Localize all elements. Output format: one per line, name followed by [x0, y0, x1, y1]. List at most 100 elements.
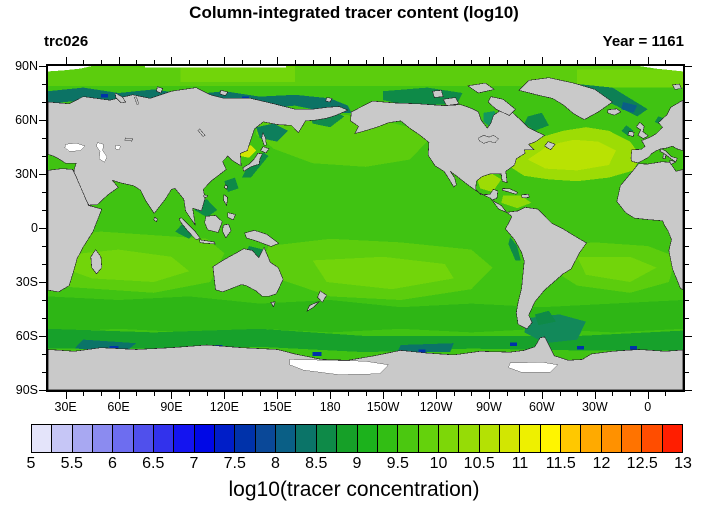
axis-tick — [685, 174, 692, 175]
colorbar-tick-label: 8 — [271, 455, 280, 472]
colorbar-box — [72, 425, 94, 452]
axis-tick — [685, 138, 689, 139]
axis-tick — [312, 392, 314, 396]
axis-tick — [506, 60, 508, 64]
land-cuba — [501, 188, 518, 195]
arctic-white-strip — [145, 66, 287, 68]
axis-tick — [65, 57, 67, 64]
land-hispaniola — [521, 194, 530, 199]
x-tick-label: 30W — [581, 400, 608, 414]
land-south-america — [505, 206, 587, 330]
land-nz-south — [306, 301, 320, 312]
colorbar-box — [520, 425, 541, 452]
colorbar-box — [398, 425, 419, 452]
colorbar-tick-label: 9.5 — [386, 455, 409, 472]
ross-ice-shelf — [289, 359, 389, 375]
axis-tick — [685, 336, 692, 337]
colorbar-box — [357, 425, 378, 452]
colorbar-box — [93, 425, 114, 452]
axis-tick — [506, 392, 508, 396]
axis-tick — [685, 372, 689, 373]
colorbar-box — [255, 425, 277, 452]
colorbar-box — [601, 425, 622, 452]
axis-tick — [383, 57, 385, 64]
axis-tick — [100, 392, 102, 396]
world-map-svg — [48, 66, 683, 390]
axis-tick — [312, 60, 314, 64]
land-north-america — [350, 100, 545, 213]
colorbar-tick-label: 6 — [108, 455, 117, 472]
axis-tick — [577, 60, 579, 64]
axis-tick — [259, 392, 261, 396]
axis-tick — [330, 57, 332, 64]
colorbar-box — [133, 425, 155, 452]
x-tick-label: 120E — [209, 400, 239, 414]
land-madagascar — [90, 249, 103, 275]
axis-tick — [42, 318, 46, 319]
great-lakes — [478, 134, 500, 144]
axis-tick — [524, 60, 526, 64]
colorbar-tick-label: 11 — [511, 455, 529, 472]
land-sulawesi — [222, 223, 232, 239]
axis-tick — [242, 60, 244, 64]
land-newfoundland — [544, 141, 556, 151]
arctic-white-west — [48, 66, 93, 72]
axis-tick — [647, 392, 649, 399]
colorbar-box — [215, 425, 236, 452]
colorbar-box — [560, 425, 582, 452]
x-tick-label: 90E — [160, 400, 183, 414]
axis-tick — [436, 392, 438, 399]
land-sardinia — [662, 153, 667, 160]
land-eurasia — [48, 87, 349, 226]
axis-tick — [685, 300, 689, 301]
land-svalbard — [672, 83, 682, 90]
colorbar-box — [316, 425, 338, 452]
axis-tick — [577, 392, 579, 396]
axis-tick — [685, 66, 692, 67]
axis-tick — [453, 392, 455, 396]
colorbar-box — [276, 425, 297, 452]
land-europe — [630, 99, 683, 164]
axis-tick — [559, 60, 561, 64]
axis-tick — [471, 60, 473, 64]
axis-tick — [365, 392, 367, 396]
axis-tick — [436, 57, 438, 64]
colorbar-box — [499, 425, 521, 452]
axis-tick — [330, 392, 332, 399]
lake-baikal — [197, 128, 206, 138]
axis-tick — [418, 60, 420, 64]
colorbar-title: log10(tracer concentration) — [228, 478, 480, 501]
axis-tick — [685, 354, 689, 355]
arctic-white-east — [638, 66, 683, 72]
x-tick-label: 0 — [644, 400, 652, 414]
axis-tick — [42, 192, 46, 193]
land-borneo — [204, 215, 223, 233]
colorbar-tick-label: 5 — [26, 455, 36, 472]
colorbar-tick-label: 12.5 — [626, 455, 658, 472]
axis-tick — [685, 156, 689, 157]
colorbar-box — [113, 425, 134, 452]
axis-tick — [259, 60, 261, 64]
axis-tick — [118, 57, 120, 64]
axis-tick — [42, 300, 46, 301]
y-tick-label: 60S — [15, 329, 38, 343]
axis-tick — [206, 392, 208, 396]
caspian-sea — [96, 142, 108, 163]
colorbar-box — [642, 425, 663, 452]
land-ellesmere — [467, 82, 495, 94]
axis-tick — [224, 57, 226, 64]
y-tick-label: 60N — [15, 113, 38, 127]
axis-tick — [685, 84, 689, 85]
axis-tick — [488, 392, 490, 399]
land-java — [199, 239, 216, 245]
axis-tick — [42, 264, 46, 265]
y-tick-label: 90N — [15, 59, 38, 73]
missing-data-white — [48, 66, 683, 375]
land-new-siberian-islands — [219, 89, 229, 97]
axis-tick — [685, 102, 689, 103]
y-tick-label: 30S — [15, 275, 38, 289]
axis-tick — [171, 392, 173, 399]
x-tick-label: 90W — [476, 400, 502, 414]
y-tick-label: 90S — [15, 383, 38, 397]
